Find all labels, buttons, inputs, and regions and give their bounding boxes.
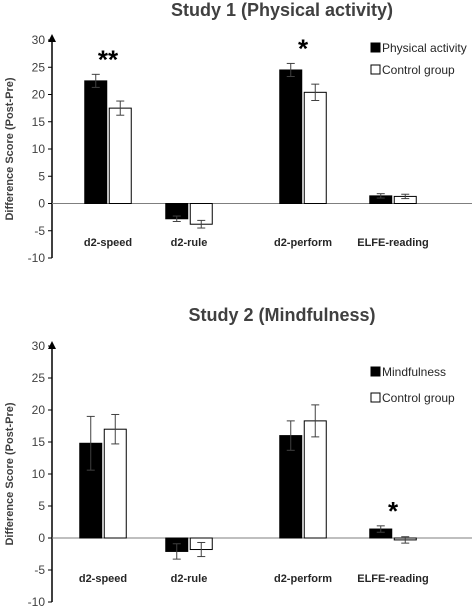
significance-marker: * — [298, 33, 309, 63]
y-tick-label: -10 — [28, 251, 46, 265]
y-tick-label: 15 — [32, 435, 46, 449]
legend-swatch — [370, 64, 381, 75]
category-label: ELFE-reading — [357, 237, 429, 249]
category-label: d2-perform — [274, 573, 332, 585]
bar — [303, 420, 327, 539]
y-tick-label: 20 — [32, 88, 46, 102]
bar — [279, 69, 303, 204]
legend-label: Physical activity — [382, 41, 467, 55]
y-axis-arrow — [48, 34, 56, 42]
y-tick-label: -5 — [34, 563, 45, 577]
y-tick-label: -5 — [34, 224, 45, 238]
bar — [84, 80, 108, 204]
y-axis-label: Difference Score (Post-Pre) — [4, 402, 16, 545]
y-tick-label: 25 — [32, 60, 46, 74]
legend-swatch — [370, 366, 381, 377]
y-tick-label: 25 — [32, 371, 46, 385]
legend-swatch — [370, 42, 381, 53]
y-tick-label: 15 — [32, 115, 46, 129]
y-tick-label: 20 — [32, 403, 46, 417]
y-tick-label: 5 — [38, 169, 45, 183]
legend-swatch — [370, 392, 381, 403]
y-axis-label: Difference Score (Post-Pre) — [4, 77, 16, 220]
y-tick-label: 10 — [32, 467, 46, 481]
significance-marker: * — [388, 496, 399, 526]
y-tick-label: 30 — [32, 33, 46, 47]
chart-title: Study 1 (Physical activity) — [171, 0, 393, 20]
y-tick-label: 10 — [32, 142, 46, 156]
category-label: d2-rule — [171, 237, 208, 249]
category-label: d2-perform — [274, 237, 332, 249]
y-tick-label: -10 — [28, 595, 46, 607]
category-label: d2-speed — [84, 237, 132, 249]
category-label: ELFE-reading — [357, 573, 429, 585]
category-label: d2-rule — [171, 573, 208, 585]
bar — [108, 107, 132, 204]
chart-panel-1: Study 1 (Physical activity) Difference Sc… — [4, 0, 472, 265]
category-label: d2-speed — [79, 573, 127, 585]
bar — [103, 428, 127, 539]
significance-marker: ** — [98, 44, 119, 74]
y-tick-label: 30 — [32, 339, 46, 353]
chart-panel-2: Study 2 (Mindfulness) Difference Score (P… — [4, 305, 472, 607]
y-axis-arrow — [48, 341, 56, 349]
y-tick-label: 5 — [38, 499, 45, 513]
legend-label: Mindfulness — [382, 365, 446, 379]
bar — [303, 91, 327, 204]
y-tick-label: 0 — [38, 531, 45, 545]
legend-label: Control group — [382, 63, 455, 77]
y-tick-label: 0 — [38, 197, 45, 211]
chart-title: Study 2 (Mindfulness) — [188, 305, 375, 325]
legend-label: Control group — [382, 391, 455, 405]
bar — [279, 435, 303, 539]
